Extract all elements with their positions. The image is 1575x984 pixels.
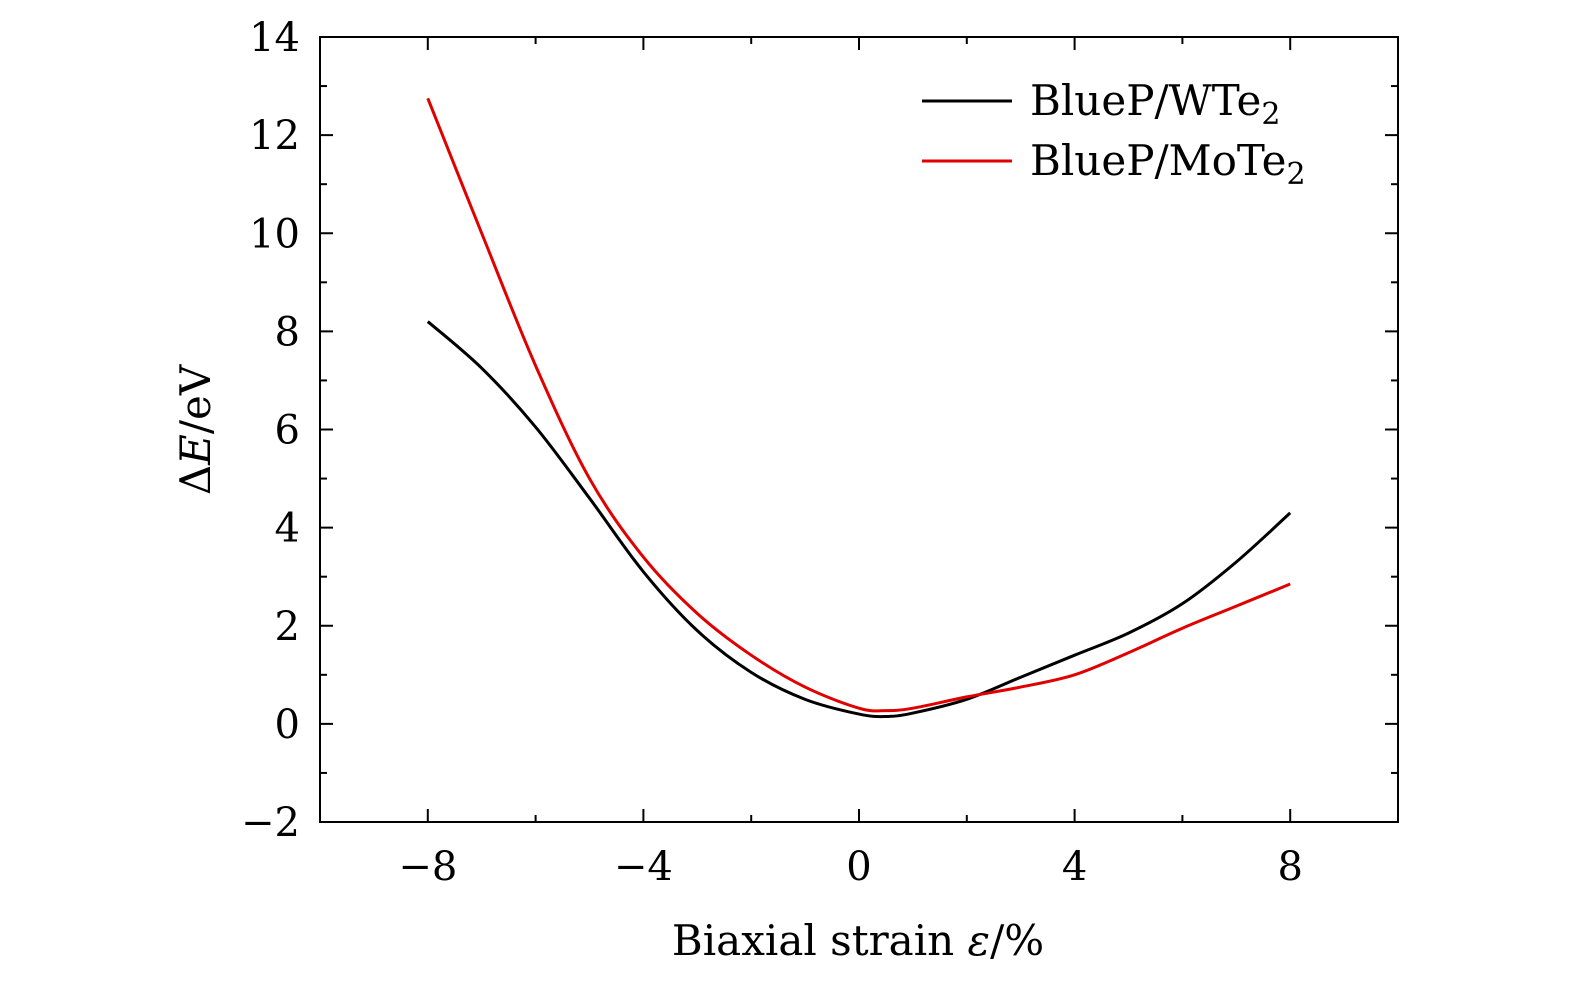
legend-label-wte2: BlueP/WTe2	[1030, 76, 1280, 132]
x-tick-label: −4	[614, 844, 673, 890]
y-tick-label: 4	[275, 506, 300, 552]
x-axis-label: Biaxial strain ε/%	[672, 916, 1044, 965]
legend: BlueP/WTe2 BlueP/MoTe2	[922, 76, 1306, 192]
tick-labels: −8 −4 0 4 8 −2 0 2 4 6 8 10 12 14	[241, 15, 1303, 890]
legend-label-mote2: BlueP/MoTe2	[1030, 136, 1306, 192]
x-tick-label: 8	[1277, 844, 1302, 890]
y-tick-label: 0	[275, 702, 300, 748]
plot-frame	[319, 36, 1399, 823]
series-lines	[426, 97, 1292, 719]
y-tick-label: 14	[249, 15, 300, 61]
x-tick-label: 4	[1062, 844, 1087, 890]
series-line-wte2	[426, 320, 1292, 719]
axis-ticks	[320, 36, 1398, 823]
y-tick-label: 2	[275, 604, 300, 650]
x-tick-label: 0	[846, 844, 871, 890]
series-line-mote2	[426, 97, 1291, 713]
y-tick-label: −2	[241, 800, 300, 846]
y-tick-label: 12	[249, 113, 300, 159]
y-tick-label: 8	[275, 309, 300, 355]
y-tick-label: 10	[249, 211, 300, 257]
y-tick-label: 6	[275, 408, 300, 454]
y-axis-label: ΔE/eV	[171, 364, 220, 495]
x-tick-label: −8	[398, 844, 457, 890]
